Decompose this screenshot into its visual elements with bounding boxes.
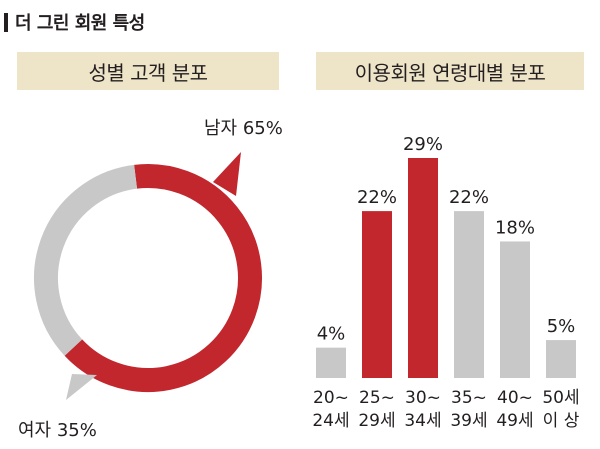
- gender-chart-title: 성별 고객 분포: [17, 52, 279, 90]
- age-chart-title: 이용회원 연령대별 분포: [316, 52, 584, 90]
- bar-5: [500, 241, 530, 378]
- section-header: 더 그린 회원 특성: [4, 7, 145, 37]
- female-slice-label: 여자 35%: [18, 420, 97, 441]
- category-label: 49세: [496, 411, 533, 431]
- donut-slice-female: [34, 164, 138, 356]
- male-callout-pointer: [213, 152, 241, 196]
- category-label: 20~: [313, 388, 349, 408]
- page-title: 더 그린 회원 특성: [15, 13, 145, 34]
- category-label: 29세: [358, 411, 395, 431]
- bar-value-label: 22%: [449, 187, 489, 208]
- category-label: 40~: [497, 388, 533, 408]
- bar-value-label: 22%: [357, 187, 397, 208]
- category-label: 39세: [450, 411, 487, 431]
- category-label: 25~: [359, 388, 395, 408]
- category-label: 24세: [312, 411, 349, 431]
- gender-donut-chart: 남자 65% 여자 35%: [18, 118, 283, 441]
- category-label: 34세: [404, 411, 441, 431]
- category-label: 50세: [542, 388, 579, 408]
- bar-value-label: 4%: [317, 324, 346, 345]
- title-marker: [4, 12, 8, 32]
- category-label: 30~: [405, 388, 441, 408]
- bar-value-label: 5%: [547, 316, 576, 337]
- bar-6: [546, 340, 576, 378]
- bar-2: [362, 211, 392, 378]
- bar-3: [408, 158, 438, 378]
- bar-value-label: 29%: [403, 134, 443, 155]
- bar-value-label: 18%: [495, 217, 535, 238]
- donut-slice-male: [64, 164, 262, 392]
- male-slice-label: 남자 65%: [204, 118, 283, 139]
- bar-1: [316, 347, 346, 378]
- age-bar-chart: 4% 20~ 24세 22% 25~ 29세 29% 30~ 34세 22% 35~ 39세 18% 40…: [312, 134, 579, 431]
- category-label: 이 상: [543, 411, 580, 431]
- female-callout-pointer: [66, 374, 97, 400]
- bar-4: [454, 211, 484, 378]
- category-label: 35~: [451, 388, 487, 408]
